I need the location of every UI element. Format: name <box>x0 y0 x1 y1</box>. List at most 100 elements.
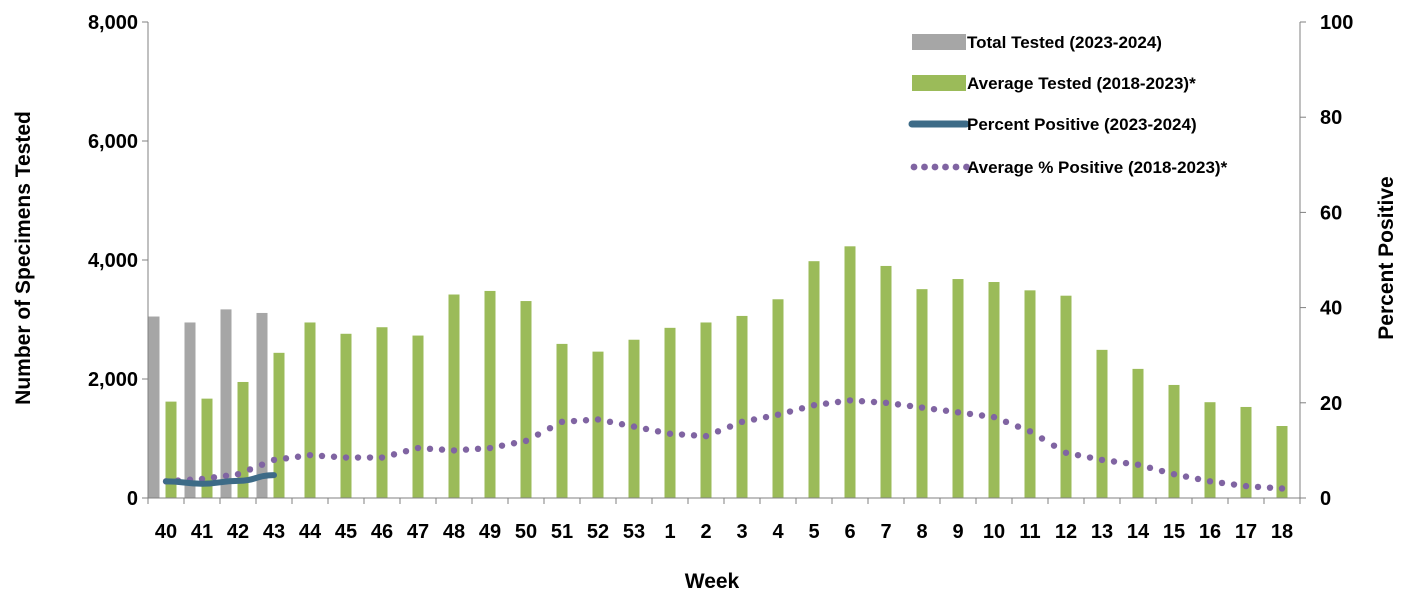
avg-percent-positive-point-week-44 <box>306 451 314 459</box>
x-tick-label-week-42: 42 <box>227 521 249 543</box>
bar-average-tested-week-40 <box>165 401 177 498</box>
bar-average-tested-week-41 <box>201 398 213 498</box>
avg-percent-positive-dot <box>390 451 398 458</box>
bar-average-tested-week-11 <box>1024 290 1036 498</box>
x-tick-label-week-46: 46 <box>371 521 393 543</box>
bar-average-tested-week-16 <box>1204 402 1216 498</box>
avg-percent-positive-point-week-2 <box>702 432 710 440</box>
bar-average-tested-week-50 <box>520 301 532 498</box>
avg-percent-positive-point-week-11 <box>1026 428 1034 435</box>
avg-percent-positive-dot <box>294 453 302 460</box>
avg-percent-positive-dot <box>534 431 542 438</box>
legend-swatch-dot <box>942 163 949 171</box>
bar-average-tested-week-3 <box>736 315 748 498</box>
avg-percent-positive-dot <box>246 466 254 473</box>
x-tick-label-week-10: 10 <box>983 521 1005 543</box>
avg-percent-positive-dot <box>462 446 470 453</box>
bar-average-tested-week-49 <box>484 290 496 498</box>
x-tick-label-week-11: 11 <box>1019 521 1040 543</box>
avg-percent-positive-dot <box>222 472 230 479</box>
avg-percent-positive-dot <box>210 474 218 481</box>
avg-percent-positive-dot <box>1182 473 1190 480</box>
bar-average-tested-week-44 <box>304 322 316 498</box>
avg-percent-positive-dot <box>402 447 410 455</box>
bar-average-tested-week-45 <box>340 333 352 498</box>
avg-percent-positive-point-week-5 <box>810 401 818 409</box>
bar-average-tested-week-9 <box>952 279 964 498</box>
legend-label-2: Percent Positive (2023-2024) <box>967 115 1197 134</box>
avg-percent-positive-dot <box>1050 442 1058 449</box>
legend-label-0: Total Tested (2023-2024) <box>967 33 1162 52</box>
avg-percent-positive-dot <box>570 417 578 425</box>
avg-percent-positive-dot <box>546 424 554 432</box>
y2-axis-title: Percent Positive <box>1375 176 1398 339</box>
bar-average-tested-week-53 <box>628 339 640 498</box>
x-tick-label-week-40: 40 <box>155 521 177 543</box>
avg-percent-positive-point-week-45 <box>342 454 350 461</box>
avg-percent-positive-point-week-12 <box>1062 449 1070 456</box>
avg-percent-positive-point-week-46 <box>378 454 386 461</box>
y2-tick-label: 20 <box>1320 393 1342 415</box>
x-tick-label-week-52: 52 <box>587 521 609 543</box>
bar-average-tested-week-43 <box>273 352 285 498</box>
avg-percent-positive-dot <box>762 413 770 421</box>
legend-label-1: Average Tested (2018-2023)* <box>967 74 1196 93</box>
x-tick-label-week-9: 9 <box>952 521 963 543</box>
avg-percent-positive-point-week-52 <box>594 416 602 423</box>
x-tick-label-week-53: 53 <box>623 521 645 543</box>
y-tick-label: 2,000 <box>88 369 138 391</box>
bar-average-tested-week-17 <box>1240 406 1252 498</box>
avg-percent-positive-point-week-53 <box>630 423 638 430</box>
x-tick-label-week-8: 8 <box>916 521 927 543</box>
avg-percent-positive-dot <box>354 454 362 461</box>
x-tick-label-week-1: 1 <box>664 521 675 543</box>
avg-percent-positive-dot <box>1266 484 1274 491</box>
avg-percent-positive-point-week-16 <box>1206 478 1214 485</box>
avg-percent-positive-dot <box>618 421 626 428</box>
avg-percent-positive-dot <box>330 453 338 460</box>
avg-percent-positive-point-week-49 <box>486 444 494 452</box>
avg-percent-positive-dot <box>678 431 686 438</box>
avg-percent-positive-dot <box>870 398 878 406</box>
y2-tick-label: 0 <box>1320 488 1331 510</box>
avg-percent-positive-point-week-6 <box>846 397 854 404</box>
y-tick-label: 6,000 <box>88 131 138 153</box>
bar-average-tested-week-52 <box>592 351 604 498</box>
avg-percent-positive-point-week-3 <box>738 418 746 426</box>
x-tick-label-week-4: 4 <box>772 521 784 543</box>
bar-average-tested-week-7 <box>880 265 892 498</box>
bar-average-tested-week-46 <box>376 327 388 498</box>
avg-percent-positive-point-week-48 <box>450 447 458 454</box>
bar-average-tested-week-18 <box>1276 426 1288 498</box>
x-tick-label-week-13: 13 <box>1091 521 1113 543</box>
avg-percent-positive-point-week-8 <box>918 404 926 411</box>
y2-tick-label: 40 <box>1320 298 1342 320</box>
x-tick-label-week-43: 43 <box>263 521 285 543</box>
avg-percent-positive-dot <box>690 432 698 439</box>
avg-percent-positive-dot <box>1002 418 1010 426</box>
legend-swatch-dot <box>921 163 928 171</box>
bar-average-tested-week-6 <box>844 246 856 498</box>
bar-average-tested-week-48 <box>448 294 460 498</box>
bar-average-tested-week-5 <box>808 261 820 498</box>
avg-percent-positive-point-week-9 <box>954 409 962 416</box>
avg-percent-positive-point-week-47 <box>414 444 422 452</box>
avg-percent-positive-dot <box>318 452 326 460</box>
avg-percent-positive-dot <box>1110 458 1118 465</box>
avg-percent-positive-dot <box>1038 435 1046 442</box>
y-axis-title: Number of Specimens Tested <box>12 111 35 405</box>
avg-percent-positive-dot <box>426 445 434 453</box>
avg-percent-positive-dot <box>1014 423 1022 430</box>
avg-percent-positive-dot <box>834 398 842 406</box>
avg-percent-positive-dot <box>1194 475 1202 483</box>
percent-positive-line <box>163 472 277 487</box>
legend-swatch-dot <box>952 163 960 171</box>
bar-total-tested-week-43 <box>256 312 268 498</box>
avg-percent-positive-point-week-41 <box>198 475 206 483</box>
avg-percent-positive-point-week-15 <box>1170 471 1178 478</box>
avg-percent-positive-dot <box>786 408 794 415</box>
x-tick-label-week-51: 51 <box>551 521 573 543</box>
avg-percent-positive-dot <box>894 401 902 408</box>
avg-percent-positive-dot <box>726 423 734 430</box>
